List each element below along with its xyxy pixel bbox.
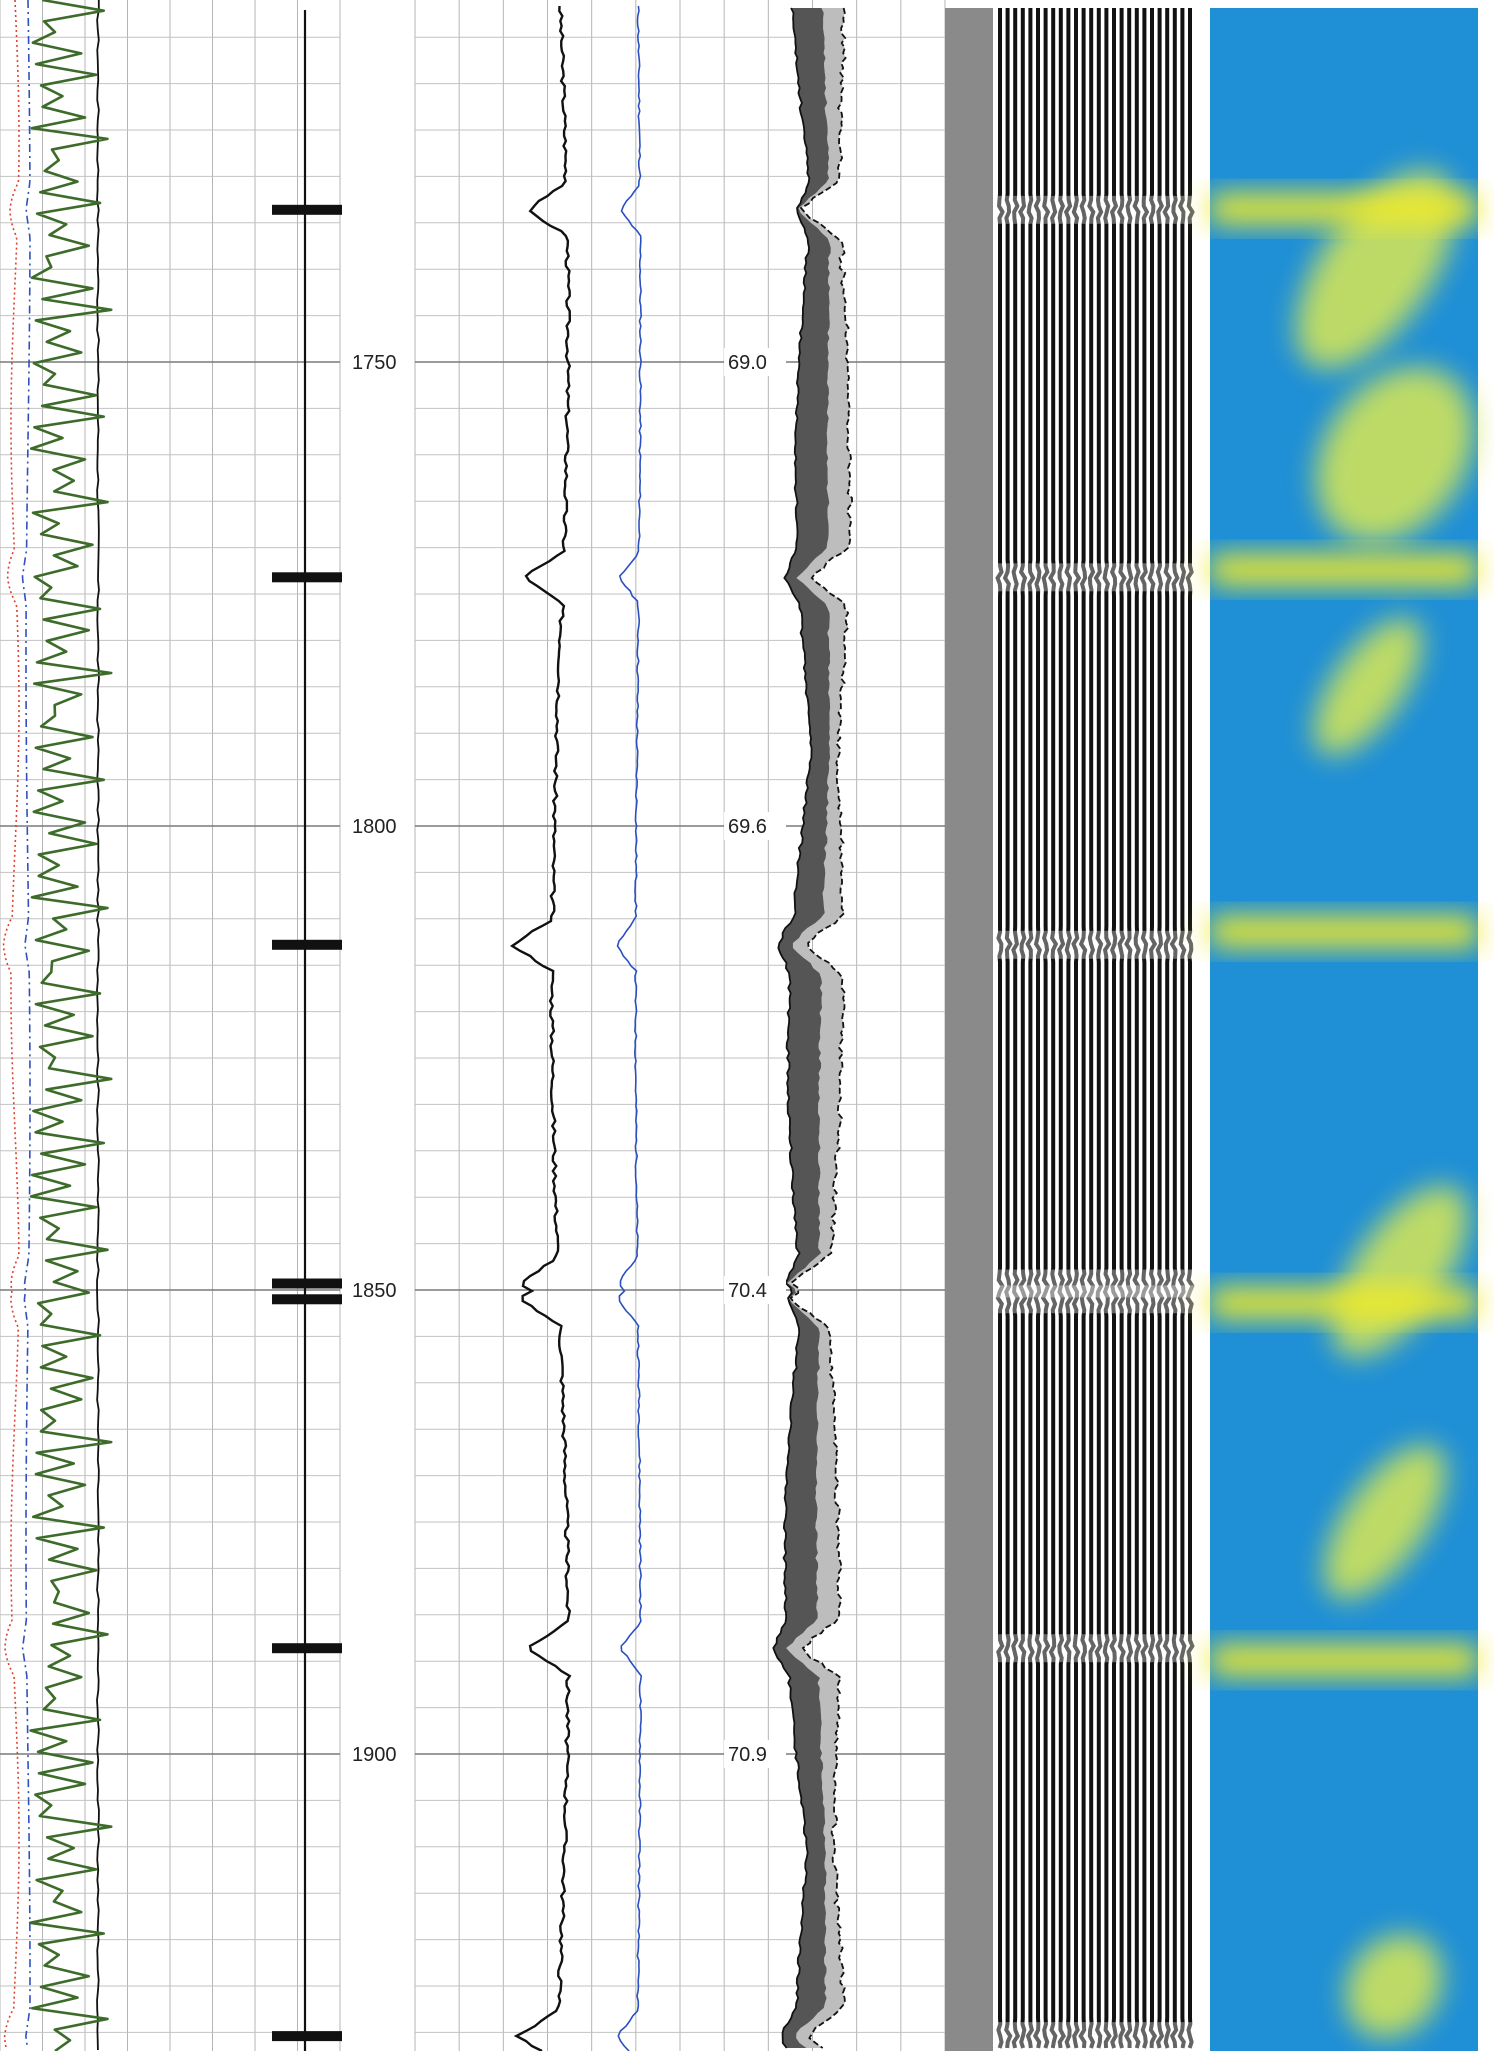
amplitude-curve-blue <box>616 5 643 2051</box>
vdl-collar-noise <box>993 1634 1205 1663</box>
cement-map-collar-band <box>1210 916 1478 947</box>
depth-label: 1750 <box>352 352 397 374</box>
vdl-stripe <box>1040 8 1051 2049</box>
gamma-ray-curve <box>28 0 113 2051</box>
vdl-stripe <box>1116 8 1127 2049</box>
cement-map-collar-band <box>1210 554 1478 585</box>
vdl-track <box>945 8 1205 2051</box>
collar-marker <box>272 204 342 215</box>
ccl-blue-curve <box>21 0 31 2049</box>
collar-marker <box>272 572 342 583</box>
vdl-stripe <box>1147 8 1158 2049</box>
transit-time-right-curve <box>789 7 853 2049</box>
transit-time-dark-fill <box>773 8 831 2048</box>
gamma-ray-track <box>2 0 113 2051</box>
transit-time-label-bg <box>724 1276 786 1304</box>
depth-label: 1850 <box>352 1280 397 1302</box>
ccl-red-curve <box>2 0 20 2049</box>
grid <box>0 0 946 2051</box>
cement-bond-patch <box>1345 1934 1443 2038</box>
vdl-stripe <box>1169 8 1180 2049</box>
vdl-stripe <box>1063 8 1074 2049</box>
vdl-stripe <box>1123 8 1134 2049</box>
vdl-stripe <box>1025 8 1036 2049</box>
transit-time-label: 69.0 <box>728 352 767 374</box>
vdl-stripe <box>1139 8 1150 2049</box>
vdl-stripe <box>1071 8 1082 2049</box>
depth-label-bg <box>347 1740 411 1768</box>
collar-marker <box>272 1643 342 1654</box>
collar-marker <box>272 1294 342 1305</box>
depth-label-bg <box>347 1276 411 1304</box>
collar-marker <box>272 2031 342 2042</box>
vdl-stripe <box>1018 8 1028 2049</box>
transit-time-label-bg <box>724 1740 786 1768</box>
vdl-stripe <box>1177 8 1187 2049</box>
amplitude-track <box>509 5 643 2051</box>
depth-label: 1800 <box>352 816 397 838</box>
vdl-collar-noise <box>993 195 1205 224</box>
vdl-stripe <box>1162 8 1172 2049</box>
transit-time-left-curve <box>772 7 813 2049</box>
transit-time-label-bg <box>724 348 786 376</box>
depth-labels: 1750 1800 1850 1900 69.0 69.6 70.4 70.9 <box>347 348 786 1768</box>
cement-map-collar-band <box>1210 1287 1478 1318</box>
vdl-collar-noise <box>993 563 1205 592</box>
vdl-collar-noise <box>993 930 1205 959</box>
vdl-collar-noise <box>993 1285 1205 1314</box>
amplitude-curve-black <box>509 5 572 2051</box>
vdl-stripe <box>1078 8 1088 2049</box>
transit-time-label-bg <box>724 812 786 840</box>
vdl-stripe <box>995 8 1005 2049</box>
cement-map-collar-band <box>1210 1645 1478 1676</box>
cement-bond-patch <box>1313 618 1423 756</box>
vdl-stripe <box>1002 8 1013 2049</box>
vdl-stripe <box>1155 8 1165 2049</box>
vdl-stripe <box>1032 8 1042 2049</box>
cement-bond-patch <box>1315 367 1475 543</box>
vdl-stripe <box>1048 8 1059 2049</box>
collar-marker <box>272 1278 342 1289</box>
vdl-collar-noise <box>993 2022 1205 2051</box>
depth-label-bg <box>347 348 411 376</box>
vdl-stripe <box>1011 8 1021 2049</box>
cement-map-collar-band <box>1210 193 1478 224</box>
transit-time-track <box>772 7 853 2049</box>
vdl-stripe <box>1093 8 1104 2049</box>
cement-bond-patch <box>1323 1444 1447 1600</box>
vdl-stripe <box>1109 8 1120 2049</box>
vdl-stripe <box>1185 8 1195 2049</box>
vdl-stripe <box>1056 8 1067 2049</box>
transit-time-label: 70.4 <box>728 1280 767 1302</box>
vdl-stripe <box>1131 8 1142 2049</box>
cement-map-track <box>1210 8 1478 2051</box>
transit-time-light-fill <box>786 8 853 2048</box>
vdl-stripes <box>993 8 1205 2051</box>
vdl-stripe <box>1086 8 1096 2049</box>
collar-marker <box>272 939 342 950</box>
casing-collar-track <box>272 10 342 2051</box>
transit-time-label: 70.9 <box>728 1744 767 1766</box>
gr-reference-curve <box>96 0 100 2051</box>
transit-time-label: 69.6 <box>728 816 767 838</box>
vdl-collar-noise <box>993 1269 1205 1298</box>
depth-label-bg <box>347 812 411 840</box>
vdl-lead-band <box>945 8 993 2051</box>
vdl-stripe <box>1102 8 1112 2049</box>
depth-label: 1900 <box>352 1744 397 1766</box>
